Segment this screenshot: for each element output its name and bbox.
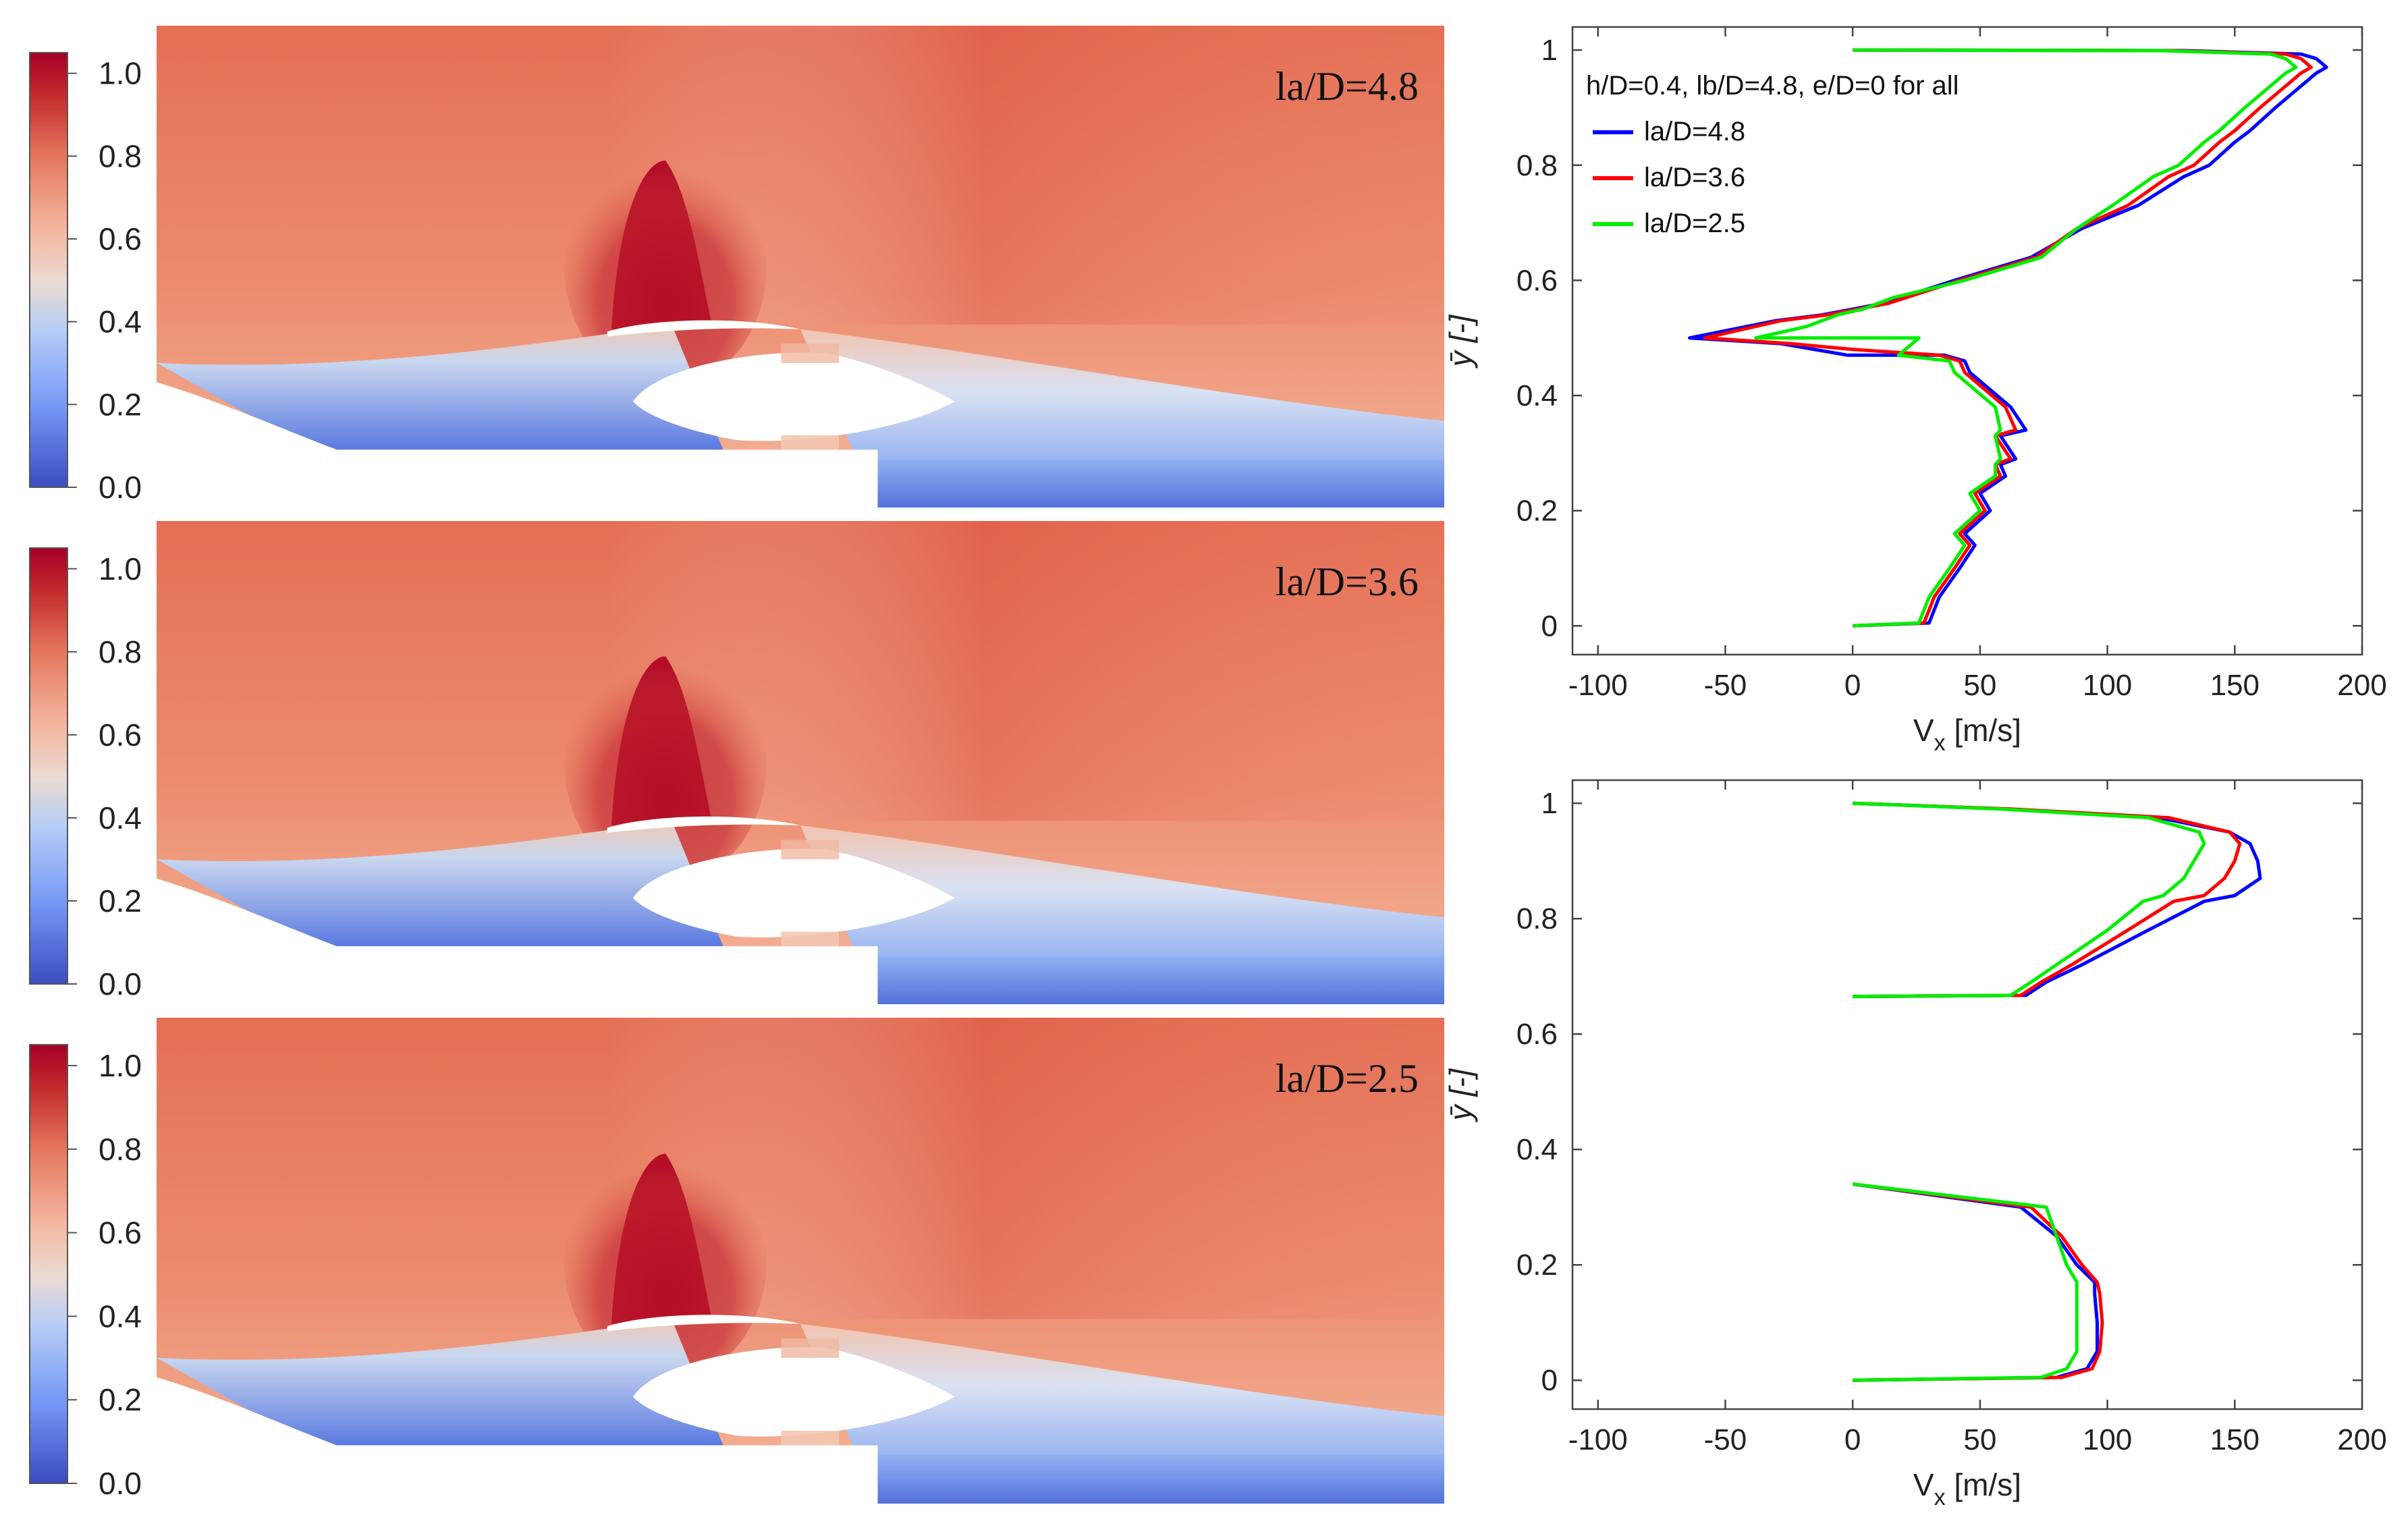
shear-layer	[157, 820, 723, 947]
colorbar-tick-label: 0.6	[99, 221, 142, 256]
y-tick-label: 0.4	[1516, 379, 1558, 412]
legend-entry: la/D=3.6	[1644, 163, 1745, 192]
colorbar-tick-label: 1.0	[99, 56, 142, 91]
y-tick-label: 0.4	[1516, 1133, 1558, 1166]
colorbar-gradient	[29, 52, 68, 488]
legend-entry: la/D=2.5	[1644, 209, 1745, 238]
colorbar-2: 1.0 0.8 0.6 0.4 0.2 0.0	[29, 547, 142, 1002]
series-line-la/D=3.6-upper	[1853, 801, 2242, 999]
wall-boundary-layer	[877, 956, 1444, 1004]
hollow-element	[632, 352, 955, 441]
slat-element	[607, 320, 800, 337]
colorbar-3: 1.0 0.8 0.6 0.4 0.2 0.0	[29, 1044, 142, 1501]
colorbar-tick-label: 0.4	[99, 800, 142, 835]
series-line-la/D=2.5	[1754, 48, 2298, 628]
colorbar-tick-label: 1.0	[99, 551, 142, 586]
colorbar-tick-label: 0.4	[99, 1298, 142, 1334]
x-tick-label: 100	[2083, 669, 2132, 702]
x-tick-label: 0	[1844, 669, 1861, 702]
colorbar-1: 1.0 0.8 0.6 0.4 0.2 0.0	[29, 52, 142, 505]
gap-flow-lower	[781, 435, 840, 450]
contour-panel-3: 1.0 0.8 0.6 0.4 0.2 0.0 la/D=2.5	[29, 1018, 1444, 1504]
colorbar-tick-label: 0.2	[99, 387, 142, 422]
y-axis-label: ȳ [-]	[1443, 314, 1478, 368]
wall-boundary-layer	[877, 1455, 1444, 1504]
colorbar-tick-label: 0.0	[99, 1466, 142, 1501]
contour-panel-label: la/D=3.6	[1276, 559, 1419, 604]
colorbar-tick-label: 0.6	[99, 717, 142, 752]
y-tick-label: 0.6	[1516, 1018, 1558, 1051]
contour-panel-label: la/D=2.5	[1276, 1056, 1419, 1101]
series-line-la/D=2.5-upper	[1853, 801, 2206, 999]
x-tick-label: 150	[2210, 1423, 2260, 1456]
gap-flow	[781, 344, 840, 363]
legend-title: h/D=0.4, lb/D=4.8, e/D=0 for all	[1586, 71, 1959, 101]
slat-element	[607, 816, 800, 833]
colorbar-tick-label: 0.6	[99, 1215, 142, 1251]
gap-flow	[781, 1338, 840, 1358]
line-chart-2: -100 -50 0 50 100 150 200 0 0.2 0.4 0.6 0.8 1 Vx [m/s…	[1443, 779, 2387, 1510]
hollow-element	[632, 848, 955, 938]
slat-element	[607, 1315, 800, 1332]
colorbar-tick-label: 0.8	[99, 1132, 142, 1167]
contour-panel-label: la/D=4.8	[1276, 64, 1419, 109]
x-tick-label: 200	[2337, 669, 2386, 702]
y-tick-label: 0.8	[1516, 902, 1558, 935]
x-tick-label: -100	[1568, 1423, 1628, 1456]
plot-frame	[1571, 779, 2363, 1410]
colorbar-tick-label: 0.8	[99, 634, 142, 669]
solid-body	[157, 878, 878, 1004]
y-tick-label: 0.2	[1516, 495, 1558, 528]
series-line-la/D=4.8-upper	[1853, 801, 2262, 999]
gap-flow	[781, 840, 840, 860]
x-axis-label: Vx [m/s]	[1913, 713, 2021, 756]
solid-body	[157, 1377, 878, 1504]
legend-entry: la/D=4.8	[1644, 117, 1745, 146]
x-tick-label: -100	[1568, 669, 1628, 702]
colorbar-tick-label: 0.4	[99, 304, 142, 339]
colorbar-gradient	[29, 547, 68, 985]
contour-area: 1.0 0.8 0.6 0.4 0.2 0.0 la/D=4.8 1.0 0.8 0.6 0.4 0.…	[29, 26, 1444, 1504]
contour-panel-1: 1.0 0.8 0.6 0.4 0.2 0.0 la/D=4.8	[29, 26, 1444, 508]
series-line-la/D=2.5	[1852, 1182, 2079, 1382]
y-tick-label: 0.8	[1516, 149, 1558, 182]
colorbar-tick-label: 1.0	[99, 1048, 142, 1083]
x-tick-label: 150	[2210, 669, 2260, 702]
colorbar-tick-label: 0.0	[99, 966, 142, 1002]
colorbar-tick-label: 0.2	[99, 1382, 142, 1417]
x-tick-label: 100	[2083, 1423, 2132, 1456]
colorbar-gradient	[29, 1044, 68, 1484]
colorbar-tick-label: 0.0	[99, 470, 142, 505]
x-tick-label: 0	[1844, 1423, 1861, 1456]
hollow-element	[632, 1347, 955, 1437]
y-tick-label: 0	[1541, 609, 1558, 642]
colorbar-tick-label: 0.8	[99, 138, 142, 173]
x-tick-label: 200	[2337, 1423, 2386, 1456]
x-tick-label: -50	[1704, 1423, 1747, 1456]
gap-flow-lower	[781, 1431, 840, 1446]
colorbar-tick-label: 0.2	[99, 883, 142, 918]
shear-layer	[157, 1319, 723, 1446]
x-axis-label: Vx [m/s]	[1913, 1467, 2021, 1510]
contour-panel-2: 1.0 0.8 0.6 0.4 0.2 0.0 la/D=3.6	[29, 521, 1444, 1004]
legend: h/D=0.4, lb/D=4.8, e/D=0 for all la/D=4.8…	[1586, 71, 1959, 238]
wall-boundary-layer	[877, 459, 1444, 508]
shear-layer	[157, 324, 723, 450]
y-axis-label: ȳ [-]	[1443, 1068, 1478, 1122]
x-tick-label: 50	[1963, 669, 1996, 702]
gap-flow-lower	[781, 931, 840, 947]
solid-body	[157, 382, 878, 508]
line-chart-1: -100 -50 0 50 100 150 200 0 0.2 0.4 0.6 0.8 1 Vx [m/s…	[1443, 26, 2387, 756]
x-tick-label: 50	[1963, 1423, 1996, 1456]
x-tick-label: -50	[1704, 669, 1747, 702]
y-tick-label: 1	[1541, 787, 1558, 820]
series-line-la/D=3.6	[1703, 48, 2313, 628]
y-tick-label: 0.6	[1516, 264, 1558, 297]
y-tick-label: 0	[1541, 1364, 1558, 1397]
y-tick-label: 1	[1541, 34, 1558, 67]
y-tick-label: 0.2	[1516, 1249, 1558, 1282]
series-line-la/D=4.8	[1688, 48, 2328, 628]
